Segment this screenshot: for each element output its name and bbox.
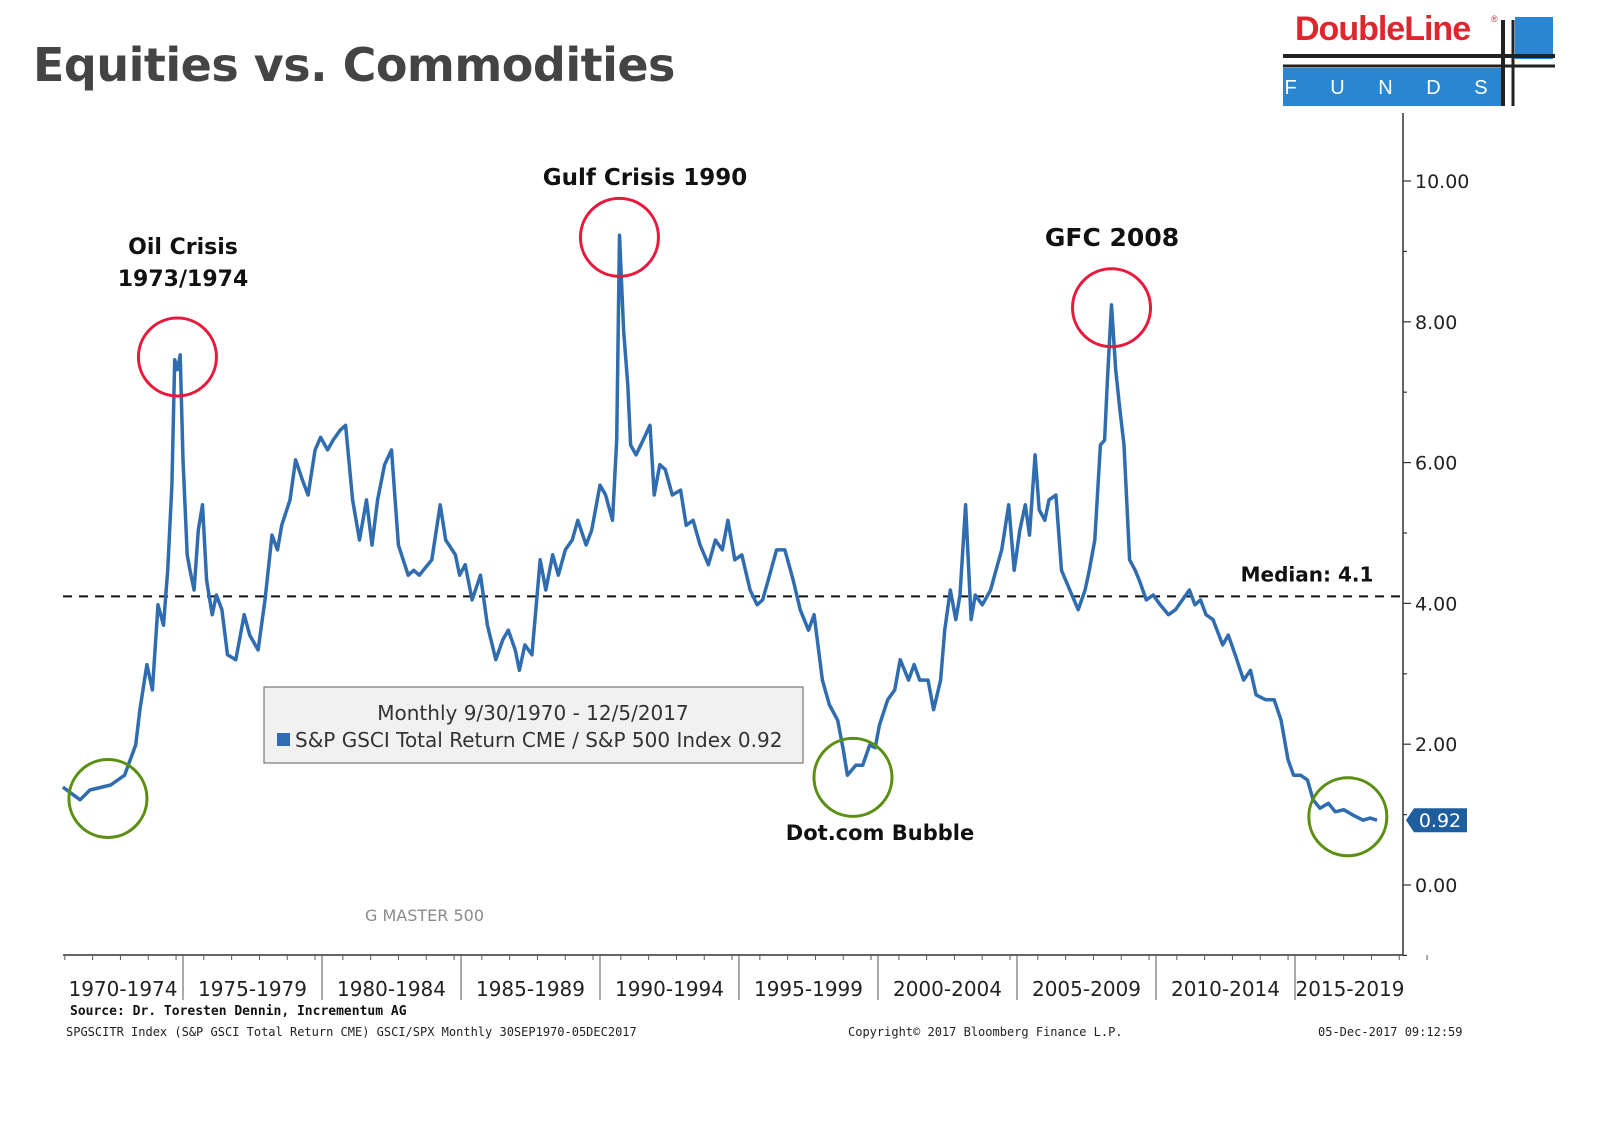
y-tick-label: 2.00 bbox=[1415, 734, 1457, 756]
logo-brand: DoubleLine bbox=[1295, 10, 1470, 48]
annotation-label: 1973/1974 bbox=[118, 267, 249, 292]
annotation-label: Gulf Crisis 1990 bbox=[543, 165, 748, 191]
x-category-label: 2010-2014 bbox=[1171, 977, 1280, 1001]
x-category-label: 1975-1979 bbox=[198, 977, 307, 1001]
y-tick-label: 6.00 bbox=[1415, 453, 1457, 475]
y-tick-label: 8.00 bbox=[1415, 312, 1457, 334]
watermark: G MASTER 500 bbox=[365, 906, 484, 925]
trough-highlight-circle bbox=[67, 757, 149, 839]
legend-entry: S&P GSCI Total Return CME / S&P 500 Inde… bbox=[295, 728, 782, 752]
x-category-label: 1970-1974 bbox=[68, 977, 177, 1001]
y-tick-label: 10.00 bbox=[1415, 171, 1469, 193]
median-label: Median: 4.1 bbox=[1241, 562, 1374, 586]
legend-period: Monthly 9/30/1970 - 12/5/2017 bbox=[377, 701, 688, 725]
peak-highlight-circle bbox=[578, 196, 660, 278]
timestamp: 05-Dec-2017 09:12:59 bbox=[1318, 1025, 1463, 1039]
x-category-label: 2000-2004 bbox=[893, 977, 1002, 1001]
trough-highlight-circle bbox=[812, 736, 894, 818]
annotation-label: Dot.com Bubble bbox=[786, 821, 974, 845]
trough-highlight-circle bbox=[1307, 776, 1389, 858]
peak-highlight-circle bbox=[1071, 267, 1153, 349]
x-category-label: 1995-1999 bbox=[754, 977, 863, 1001]
logo-funds: F U N D S bbox=[1284, 77, 1501, 99]
x-category-label: 2015-2019 bbox=[1295, 977, 1404, 1001]
index-description: SPGSCITR Index (S&P GSCI Total Return CM… bbox=[66, 1025, 637, 1039]
annotation-label: GFC 2008 bbox=[1045, 223, 1179, 252]
source-note: Source: Dr. Toresten Dennin, Incrementum… bbox=[70, 1004, 407, 1019]
doubleline-logo: DoubleLine ® F U N D S bbox=[1283, 10, 1555, 106]
legend-box bbox=[263, 686, 804, 764]
copyright: Copyright© 2017 Bloomberg Finance L.P. bbox=[848, 1025, 1123, 1039]
last-value-label: 0.92 bbox=[1419, 810, 1461, 832]
x-category-label: 1980-1984 bbox=[337, 977, 446, 1001]
y-tick-label: 4.00 bbox=[1415, 593, 1457, 615]
logo-registered: ® bbox=[1491, 14, 1498, 24]
x-category-label: 2005-2009 bbox=[1032, 977, 1141, 1001]
y-tick-label: 0.00 bbox=[1415, 875, 1457, 897]
x-category-label: 1990-1994 bbox=[615, 977, 724, 1001]
page-title: Equities vs. Commodities bbox=[33, 38, 675, 92]
legend-swatch bbox=[277, 733, 290, 746]
x-category-label: 1985-1989 bbox=[476, 977, 585, 1001]
peak-highlight-circle bbox=[136, 316, 218, 398]
annotation-label: Oil Crisis bbox=[128, 235, 238, 260]
last-value-tag bbox=[1406, 808, 1467, 833]
series-line bbox=[61, 233, 1378, 822]
